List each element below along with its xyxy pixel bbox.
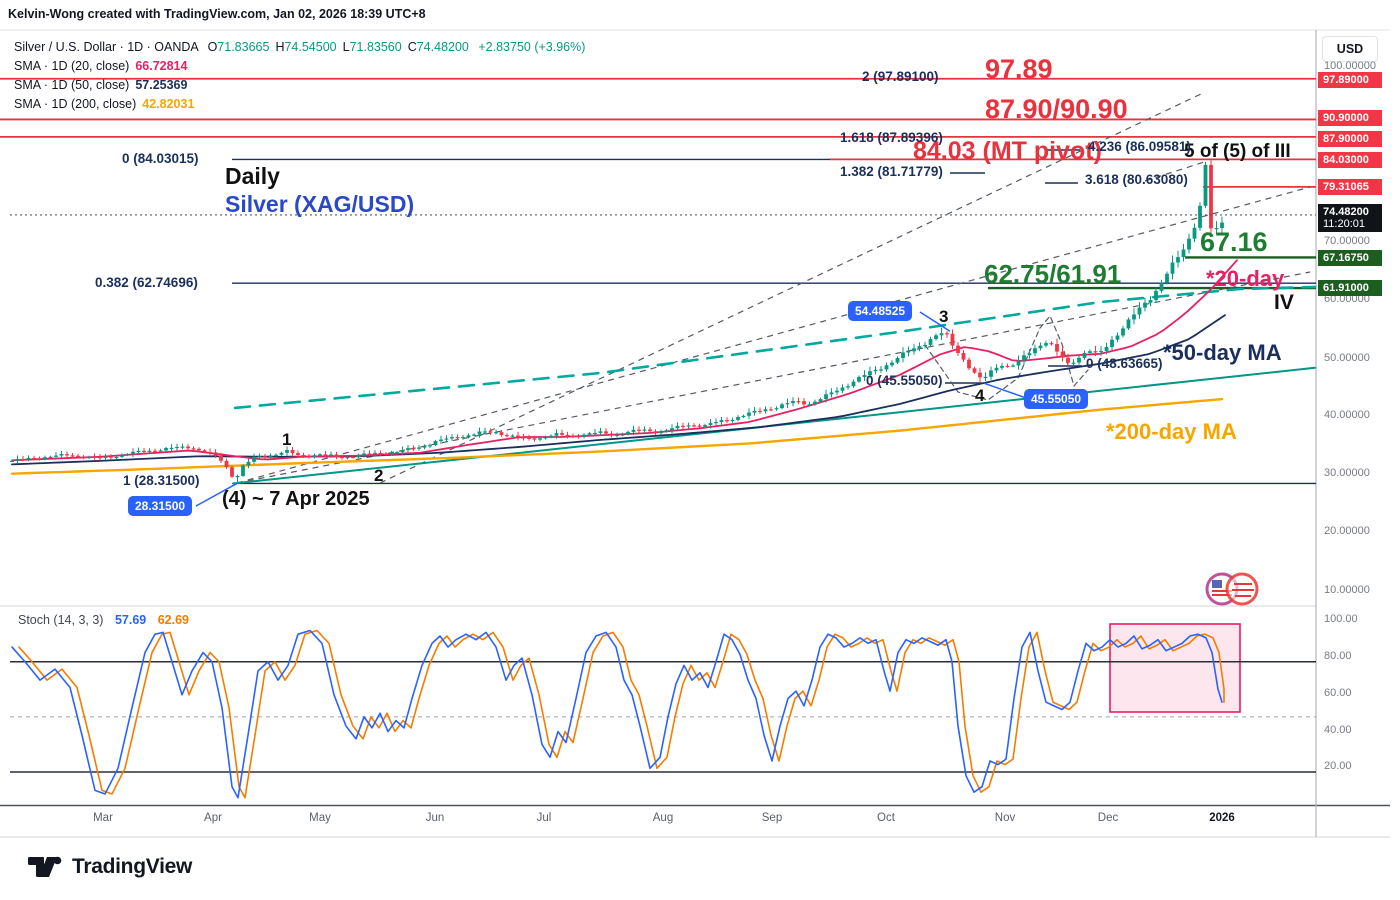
month-label-nov: Nov [994,812,1016,824]
ma-20-day-label: *20-day [1206,266,1285,291]
stoch-k-value: 57.69 [114,613,147,627]
symbol-watermark: Silver (XAG/USD) [225,191,415,217]
ohlc-values: O71.83665 H74.54500 L71.83560 C74.48200 [202,40,469,54]
ma-200-day-label: *200-day MA [1106,419,1237,444]
axis-tick-label: 100.00 [1324,613,1358,625]
level-97-89: 97.89 [985,54,1053,84]
price-flag-5448: 54.48525 [848,301,913,321]
price-label: 67.16750 [1318,250,1382,266]
level-6275-6191: 62.75/61.91 [984,259,1122,289]
month-label-oct: Oct [877,812,895,824]
axis-tick-label: 30.00000 [1324,467,1370,479]
fib-4236-8609: 4.236 (86.09581) [1088,139,1191,154]
price-label: 61.91000 [1318,280,1382,296]
change-value: +2.83750 (+3.96%) [478,40,586,54]
level-8403-pivot: 84.03 (MT pivot) [913,137,1102,165]
price-label: 74.48200 11:20:01 [1318,204,1382,232]
month-label-jun: Jun [425,812,445,824]
sma-legend-row[interactable]: SMA · 1D (50, close) 57.25369 [14,78,188,92]
stoch-title: Stoch (14, 3, 3) [18,613,104,627]
fib-2-9789: 2 (97.89100) [862,69,939,84]
ohlc-item: H74.54500 [275,40,337,54]
axis-tick-label: 70.00000 [1324,235,1370,247]
fib-0382-6274: 0.382 (62.74696) [95,275,198,290]
month-label-jul: Jul [536,812,552,824]
tradingview-glyph-icon [28,856,62,877]
axis-tick-label: 80.00 [1324,650,1352,662]
price-flag-2831: 28.31500 [128,496,193,516]
fib-0-8403: 0 (84.03015) [122,151,199,166]
fib-0-4555: 0 (45.55050) [866,373,943,388]
wave-1: 1 [282,430,292,449]
stochastic-legend[interactable]: Stoch (14, 3, 3) 57.69 62.69 [18,613,189,627]
ma-50-day-label: *50-day MA [1163,340,1282,365]
credit-line: Kelvin-Wong created with TradingView.com… [8,7,426,21]
axis-tick-label: 40.00000 [1324,409,1370,421]
wave-4: 4 [975,386,985,405]
axis-tick-label: 20.00000 [1324,525,1370,537]
wave-5-of-5-of-III: 5 of (5) of III [1184,141,1291,162]
axis-tick-label: 100.00000 [1324,60,1376,72]
wave-IV: IV [1274,291,1294,314]
wave-3: 3 [939,307,949,326]
month-label-mar: Mar [93,812,113,824]
price-flag-4555: 45.55050 [1024,389,1089,409]
timeframe-daily: Daily [225,163,280,189]
month-label-may: May [309,812,331,824]
month-label-2026: 2026 [1209,812,1235,824]
ohlc-item: C74.48200 [407,40,469,54]
fib-3618-8063: 3.618 (80.63080) [1085,172,1188,187]
axis-tick-label: 40.00 [1324,724,1352,736]
ohlc-item: O71.83665 [207,40,270,54]
stoch-d-value: 62.69 [157,613,189,627]
wave-2: 2 [374,466,384,485]
level-8790-9090: 87.90/90.90 [985,94,1128,124]
price-label: 87.90000 [1318,131,1382,147]
axis-tick-label: 50.00000 [1324,352,1370,364]
fib-0-4863: 0 (48.63665) [1086,356,1163,371]
price-label: 79.31065 [1318,179,1382,195]
level-67-16: 67.16 [1200,227,1268,257]
fib-1618-8789: 1.618 (87.89396) [840,130,943,145]
month-label-apr: Apr [204,812,222,824]
sma-legend-row[interactable]: SMA · 1D (200, close) 42.82031 [14,97,195,111]
wave-4-date: (4) ~ 7 Apr 2025 [222,488,370,510]
month-label-sep: Sep [761,812,783,824]
axis-tick-label: 10.00000 [1324,584,1370,596]
sma-legend-row[interactable]: SMA · 1D (20, close) 66.72814 [14,59,188,73]
month-label-aug: Aug [652,812,674,824]
tradingview-logo[interactable]: TradingView [26,850,192,884]
axis-tick-label: 60.00 [1324,687,1352,699]
month-label-dec: Dec [1097,812,1119,824]
axis-tick-label: 60.00000 [1324,293,1370,305]
legend-symbol-row[interactable]: Silver / U.S. Dollar · 1D · OANDA O71.83… [14,40,585,54]
usd-currency-button[interactable]: USD [1322,36,1378,62]
fib-1382-8171: 1.382 (81.71779) [840,164,943,179]
symbol-title: Silver / U.S. Dollar · 1D · OANDA [14,40,199,54]
fib-1-2831: 1 (28.31500) [123,473,200,488]
price-label: 84.03000 [1318,152,1382,168]
price-label: 97.89000 [1318,72,1382,88]
ohlc-item: L71.83560 [342,40,402,54]
tradingview-logo-text: TradingView [72,855,193,878]
price-label: 90.90000 [1318,110,1382,126]
axis-tick-label: 20.00 [1324,760,1352,772]
